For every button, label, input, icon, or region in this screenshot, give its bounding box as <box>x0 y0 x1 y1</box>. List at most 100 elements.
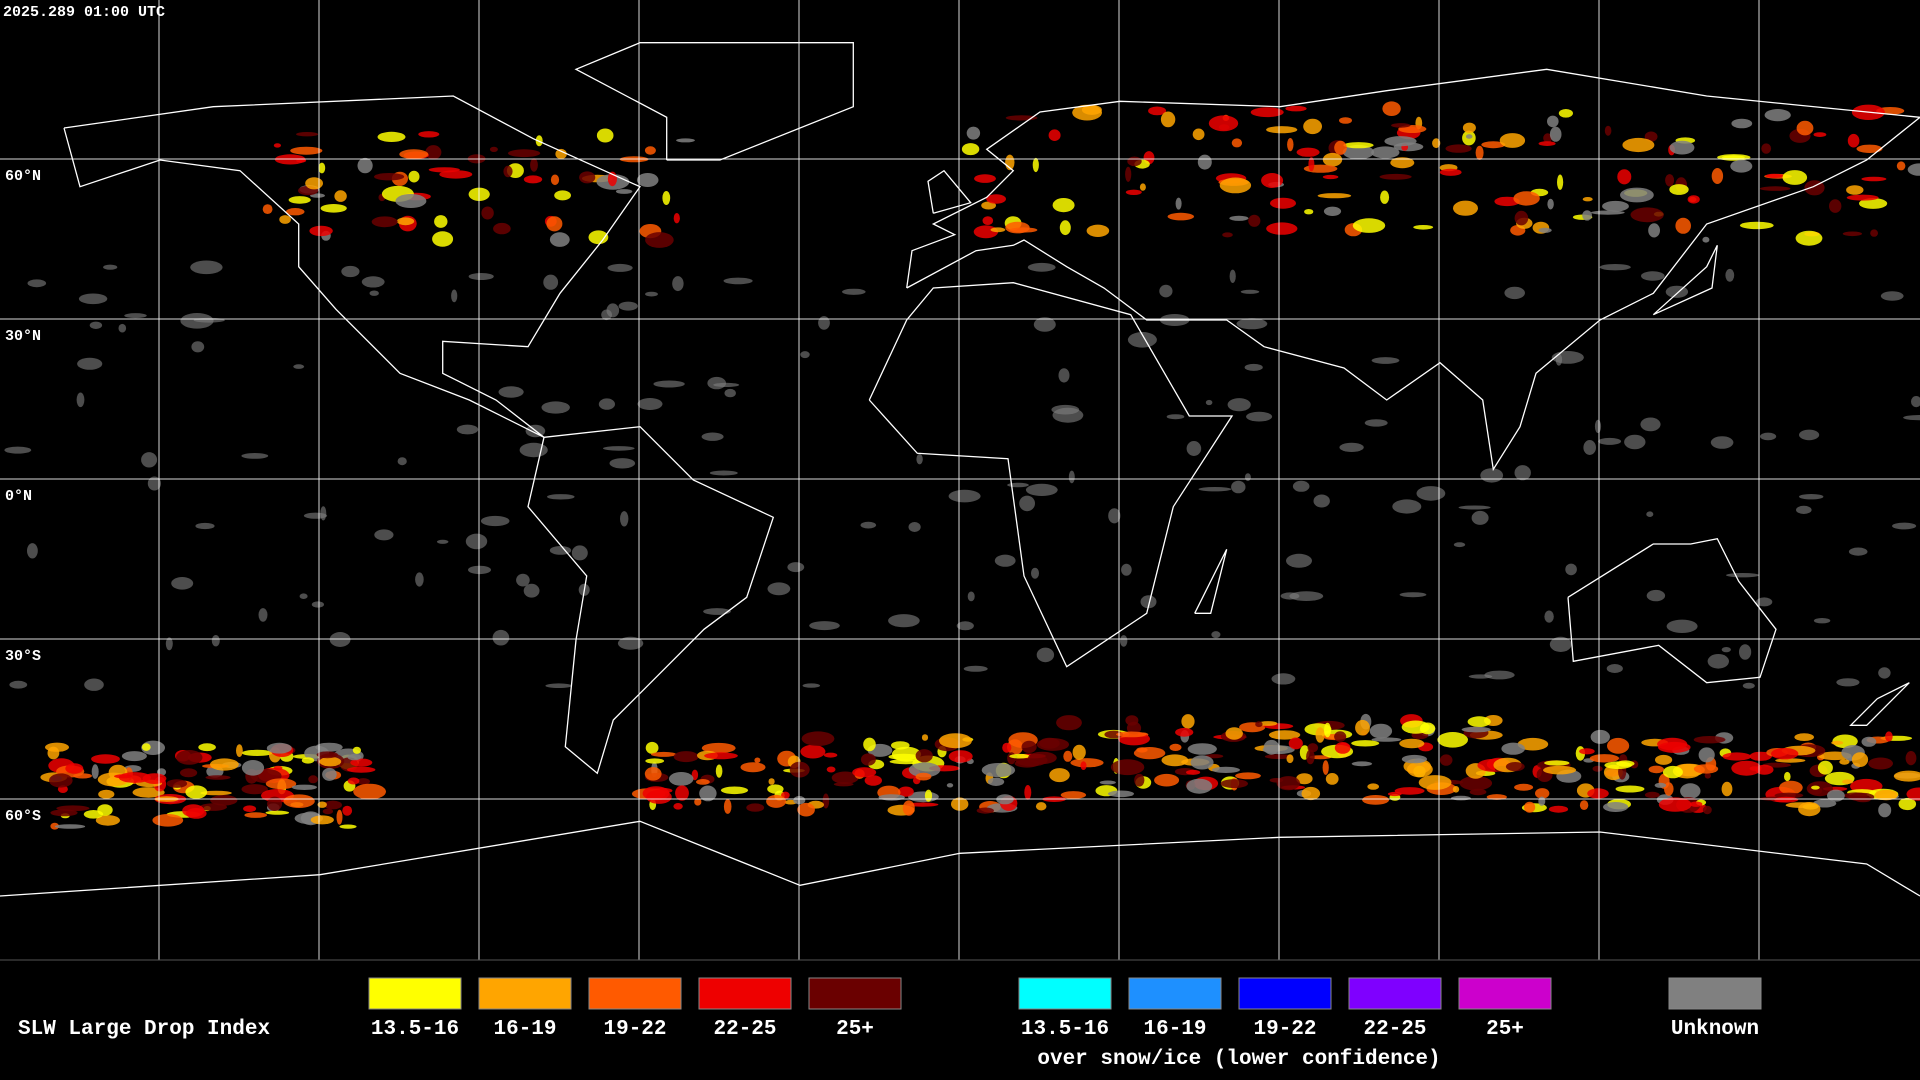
cloud-patch <box>675 785 689 801</box>
cloud-patch <box>1755 764 1774 775</box>
cloud-patch <box>1007 482 1029 488</box>
cloud-patch <box>1286 754 1294 764</box>
cloud-patch <box>397 457 407 466</box>
cloud-patch <box>1885 731 1893 742</box>
cloud-patch <box>1116 731 1147 738</box>
cloud-patch <box>1416 486 1446 501</box>
legend-swatch <box>1458 977 1552 1010</box>
cloud-patch <box>347 766 376 773</box>
cloud-patch <box>1648 223 1660 238</box>
cloud-patch <box>49 773 73 788</box>
cloud-patch <box>523 583 540 598</box>
cloud-patch <box>946 783 954 788</box>
cloud-patch <box>1072 744 1086 760</box>
cloud-patch <box>598 398 616 410</box>
cloud-patch <box>1459 776 1493 791</box>
cloud-patch <box>1657 737 1688 751</box>
cloud-patch <box>1246 411 1273 422</box>
cloud-patch <box>916 454 923 465</box>
cloud-patch <box>617 636 644 650</box>
cloud-patch <box>1475 145 1484 160</box>
cloud-patch <box>241 453 269 459</box>
cloud-patch <box>121 751 147 762</box>
cloud-patch <box>1263 739 1280 755</box>
cloud-patch <box>1759 186 1791 191</box>
legend-swatch <box>1238 977 1332 1010</box>
cloud-patch <box>1033 317 1056 332</box>
cloud-patch <box>1524 801 1536 813</box>
cloud-patch <box>1342 144 1375 160</box>
cloud-patch <box>339 824 357 829</box>
cloud-patch <box>1856 144 1883 153</box>
cloud-patch <box>296 132 319 137</box>
cloud-patch <box>1702 236 1710 243</box>
cloud-patch <box>244 812 267 818</box>
cloud-patch <box>1669 140 1695 155</box>
cloud-patch <box>310 193 325 198</box>
cloud-patch <box>84 678 104 691</box>
cloud-patch <box>1730 159 1753 173</box>
cloud-patch <box>1846 185 1864 195</box>
cloud-patch <box>265 810 290 815</box>
cloud-patch <box>519 442 548 458</box>
cloud-patch <box>243 805 257 812</box>
cloud-patch <box>1565 563 1577 576</box>
cloud-patch <box>1301 786 1321 801</box>
cloud-patch <box>1198 487 1232 492</box>
cloud-patch <box>1086 224 1110 237</box>
latitude-label: 30°S <box>5 648 41 665</box>
cloud-patch <box>789 761 810 778</box>
cloud-patch <box>1028 751 1057 765</box>
cloud-patch <box>1606 664 1623 673</box>
cloud-patch <box>1465 134 1473 139</box>
cloud-patch <box>1893 770 1920 782</box>
cloud-patch <box>1813 132 1827 138</box>
cloud-patch <box>1343 142 1374 149</box>
cloud-patch <box>609 458 636 469</box>
cloud-patch <box>361 276 385 288</box>
cloud-patch <box>1847 133 1860 148</box>
cloud-patch <box>1382 101 1401 116</box>
cloud-patch <box>310 815 334 825</box>
cloud-patch <box>50 809 78 817</box>
cloud-patch <box>258 608 268 622</box>
cloud-patch <box>1304 209 1314 215</box>
cloud-patch <box>951 797 969 811</box>
cloud-patch <box>1630 207 1664 223</box>
cloud-patch <box>1025 483 1058 496</box>
cloud-patch <box>1287 138 1294 152</box>
cloud-patch <box>291 784 317 790</box>
cloud-patch <box>1760 432 1777 441</box>
cloud-patch <box>1024 785 1032 800</box>
cloud-patch <box>554 190 571 201</box>
cloud-patch <box>1009 227 1038 233</box>
cloud-patch <box>1543 133 1552 143</box>
cloud-patch <box>211 635 220 647</box>
cloud-patch <box>1197 154 1212 170</box>
coastline <box>527 426 775 775</box>
cloud-patch <box>54 824 86 829</box>
cloud-patch <box>1437 732 1468 748</box>
cloud-patch <box>1276 776 1301 791</box>
cloud-patch <box>1707 654 1730 669</box>
cloud-patch <box>1467 716 1491 728</box>
cloud-patch <box>1413 225 1434 230</box>
cloud-patch <box>1722 752 1752 761</box>
cloud-patch <box>1725 268 1735 282</box>
cloud-patch <box>1799 429 1820 441</box>
cloud-patch <box>1589 754 1620 763</box>
coastline <box>63 95 641 438</box>
cloud-patch <box>1666 619 1698 633</box>
cloud-patch <box>921 734 929 741</box>
cloud-patch <box>493 222 511 235</box>
cloud-patch <box>1761 143 1772 154</box>
cloud-patch <box>299 593 308 599</box>
cloud-patch <box>91 754 120 764</box>
cloud-patch <box>1892 522 1917 530</box>
cloud-patch <box>1324 722 1331 738</box>
cloud-patch <box>939 733 972 749</box>
cloud-patch <box>1693 736 1726 744</box>
cloud-patch <box>190 260 223 275</box>
cloud-patch <box>1494 196 1520 207</box>
cloud-patch <box>1362 795 1390 805</box>
